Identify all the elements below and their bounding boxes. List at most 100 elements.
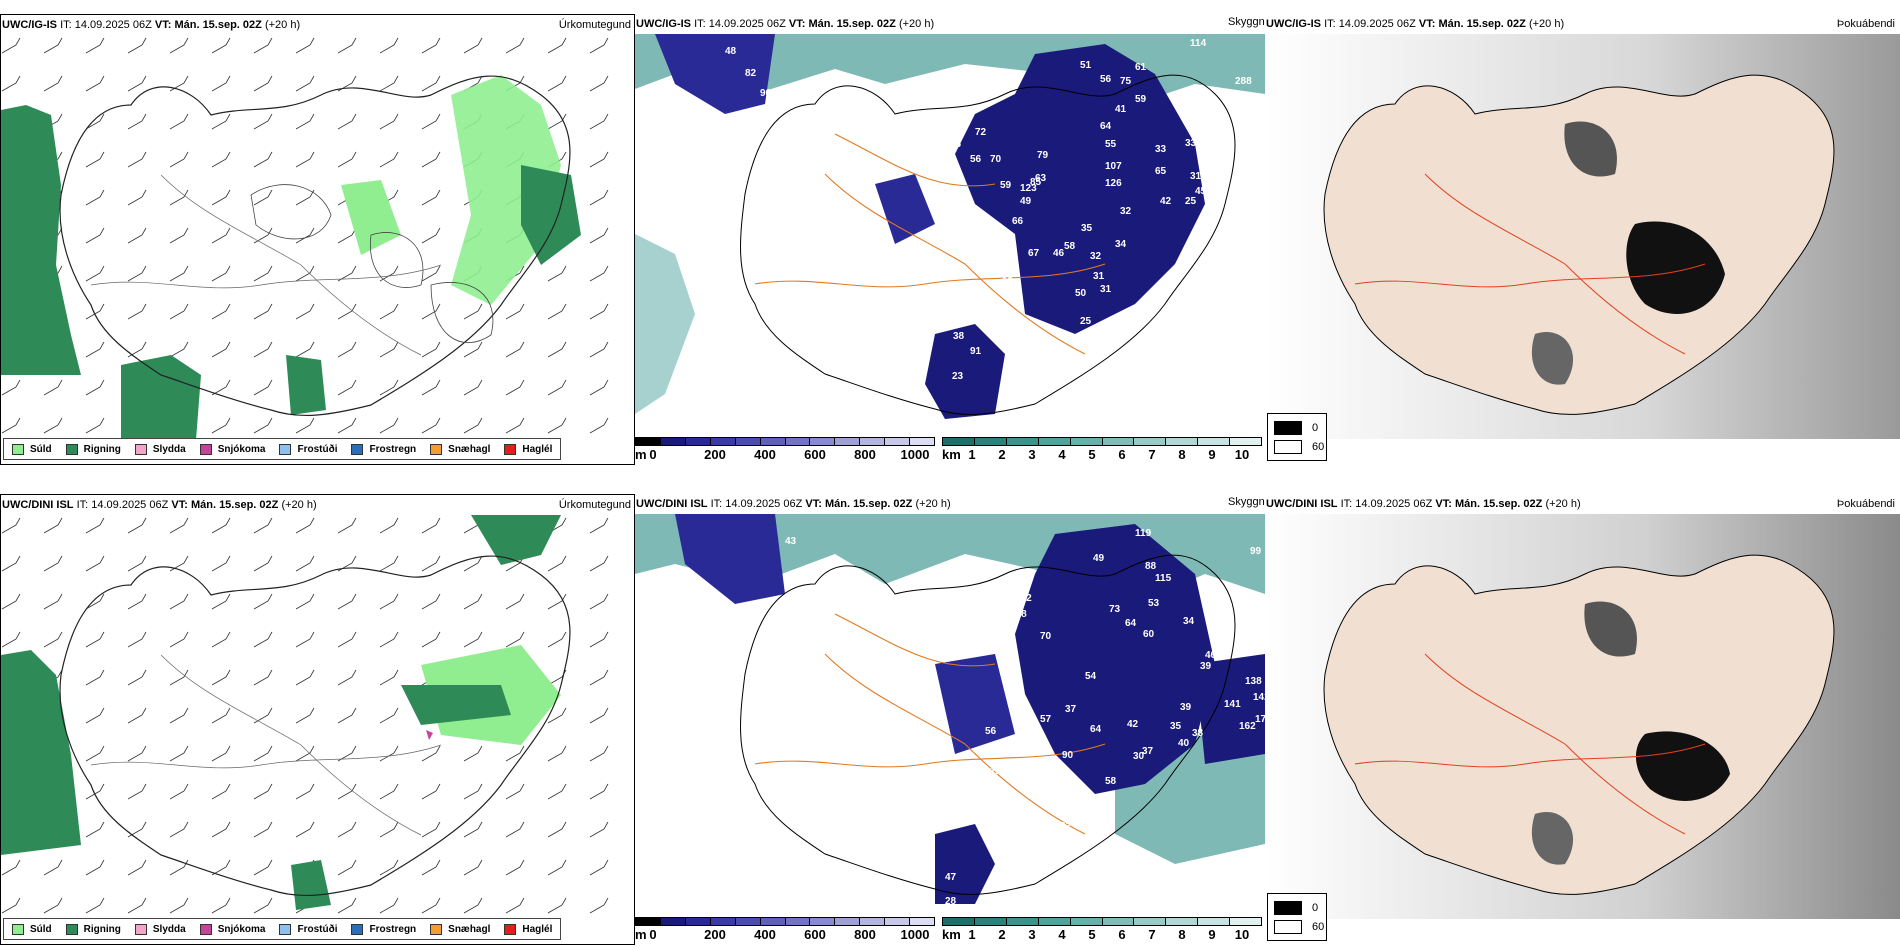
cloudbase-value: 138 [1245,676,1262,687]
cloudbase-value: 114 [1190,38,1207,49]
wind-barb [337,631,357,648]
wind-barb [253,631,273,648]
road-network [1354,173,1706,355]
wind-barb [253,745,273,762]
cloudbase-value: 72 [975,127,987,138]
wind-barb [421,303,441,320]
wind-barb [1,631,21,648]
colorbar-step [785,918,811,925]
road-network [90,654,442,836]
wind-barb [253,303,273,320]
wind-barb [547,303,567,320]
wind-barb [589,417,609,434]
wind-barb [589,707,609,724]
wind-barb [211,745,231,762]
cloudbase-value: 79 [1037,150,1049,161]
wind-barb [253,555,273,572]
legend-swatch [279,923,292,935]
wind-barb [85,555,105,572]
cloudbase-value: 65 [1155,166,1167,177]
wind-barb [295,151,315,168]
cloudbase-value: 39 [883,324,895,335]
colorbar-step [636,918,661,925]
wind-barb [337,593,357,610]
wind-barb [295,783,315,800]
colorbar-step [974,438,1007,445]
cloudbase-value: 82 [745,68,757,79]
legend-label: Frostregn [369,923,417,935]
wind-barb [589,75,609,92]
cloudbase-value: 52 [980,220,992,231]
cloudbase-value: 25 [1080,316,1092,327]
road-network [754,613,1106,835]
wind-barb [505,341,525,358]
wind-barb [421,555,441,572]
panel-title: Úrkomutegund [558,19,631,31]
wind-barb [589,593,609,610]
wind-barb [127,745,147,762]
wind-barb [589,745,609,762]
wind-barb [295,113,315,130]
wind-barb [127,303,147,320]
wind-barb [169,227,189,244]
wind-barb [169,821,189,838]
colorbar-step [735,918,761,925]
wind-barb [379,417,399,434]
cloudbase-panel-top: UWC/IG-IS IT: 14.09.2025 06Z VT: Mán. 15… [635,14,1265,465]
legend-label: Súld [30,923,52,935]
colorbar-step [1166,918,1199,925]
legend-label: Snæhagl [448,443,491,455]
wind-barb [379,555,399,572]
cloudbase-value: 173 [1255,714,1265,725]
cloudbase-value: 90 [1062,750,1074,761]
wind-barb [253,37,273,54]
panel-title: Þokuábendi [1836,498,1895,510]
dark-area-south [1531,332,1574,385]
wind-barb [295,555,315,572]
dark-area-south [1531,812,1574,865]
legend-item: Súld [12,443,52,455]
wind-barb [505,593,525,610]
cloudbase-value: 46 [1205,650,1217,661]
wind-barb [463,379,483,396]
cloudbase-value: 39 [1180,702,1192,713]
colorbar-step [1198,438,1231,445]
road-network [1354,653,1706,835]
colorbar-step [1198,918,1231,925]
cloudbase-value: 25 [1185,196,1197,207]
colorbar-step [1134,918,1167,925]
wind-barb [85,227,105,244]
wind-barb [547,417,567,434]
wind-barb [85,75,105,92]
colorbar-step [1166,438,1199,445]
cloudbase-value: 59 [1135,94,1147,105]
cloudbase-area-northwest [675,514,785,604]
wind-barb [127,341,147,358]
legend-label: Snjókoma [217,443,266,455]
wind-barb [337,379,357,396]
wind-barb [505,745,525,762]
wind-barb [127,555,147,572]
wind-barb [337,37,357,54]
legend-label: Frostúði [297,443,338,455]
wind-barb [589,151,609,168]
precip-map [1,37,609,440]
legend-label: Frostregn [369,443,417,455]
wind-barb [127,227,147,244]
wind-barb [421,151,441,168]
wind-barb [253,859,273,876]
wind-barb [169,151,189,168]
wind-barb [421,897,441,914]
wind-barb [547,341,567,358]
wind-barb [337,897,357,914]
cloudbase-value: 49 [1020,196,1032,207]
cloudbase-value: 43 [785,536,797,547]
panel-header: UWC/IG-IS IT: 14.09.2025 06Z VT: Mán. 15… [2,19,301,31]
wind-barb [85,417,105,434]
wind-barb [253,189,273,206]
rain-area-east [521,165,581,265]
wind-barb [337,669,357,686]
rain-area-east [401,685,511,725]
wind-barb [589,783,609,800]
